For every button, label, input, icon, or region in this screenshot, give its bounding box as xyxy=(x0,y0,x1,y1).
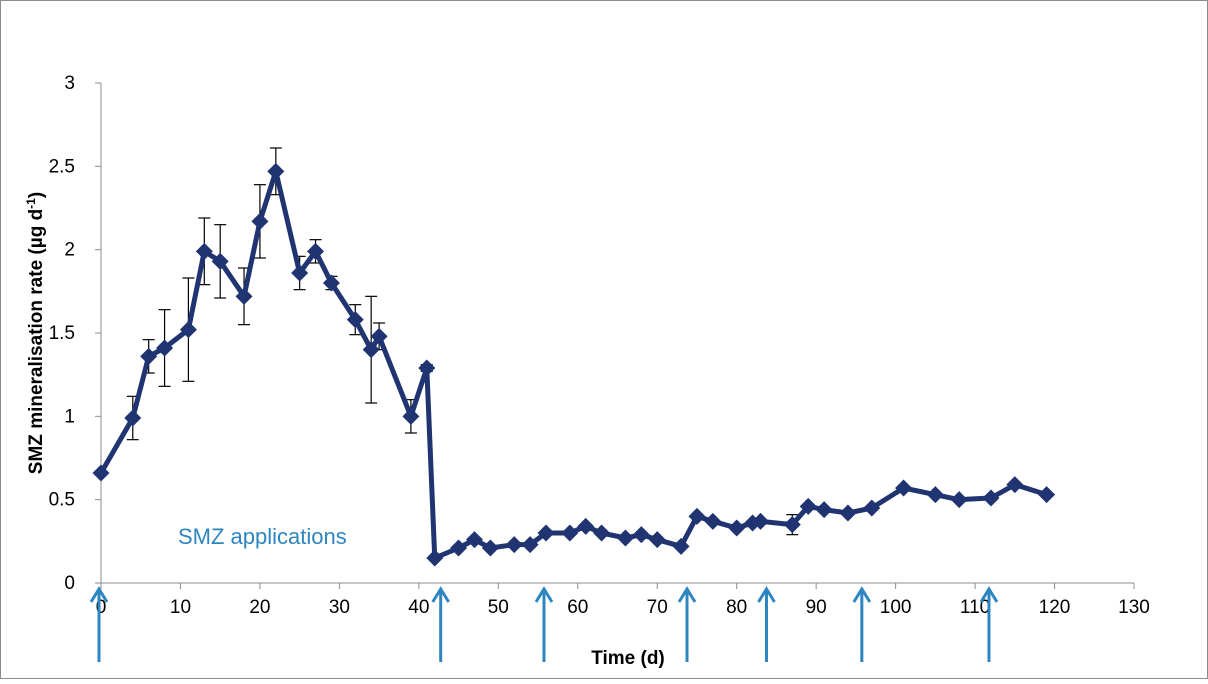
data-point xyxy=(688,507,706,525)
application-arrow-head xyxy=(677,586,697,603)
data-point xyxy=(426,549,444,567)
y-tick-label: 1 xyxy=(64,406,75,427)
data-point xyxy=(251,212,269,230)
data-point xyxy=(577,517,595,535)
data-point xyxy=(465,531,483,549)
x-tick-label: 10 xyxy=(170,597,191,618)
annotation-smz-applications: SMZ applications xyxy=(178,524,347,549)
data-point xyxy=(140,347,158,365)
y-axis-label-main: SMZ mineralisation rate (µg d xyxy=(26,209,47,474)
y-axis-label-close: ) xyxy=(26,192,47,198)
data-point xyxy=(291,264,309,282)
x-axis-label: Time (d) xyxy=(591,648,665,669)
y-tick-label: 0 xyxy=(64,573,75,594)
data-point xyxy=(402,407,420,425)
x-tick-label: 110 xyxy=(960,597,990,618)
data-point xyxy=(211,252,229,270)
y-tick-label: 0.5 xyxy=(49,490,75,511)
data-point xyxy=(616,529,634,547)
data-point xyxy=(815,501,833,519)
axes: 00.511.522.530 10 20 30 40 50 60 70 80 90 100 110 12… xyxy=(49,73,1150,618)
data-point xyxy=(950,491,968,509)
data-point xyxy=(982,489,1000,507)
data-point xyxy=(672,537,690,555)
application-arrow-head xyxy=(757,586,776,603)
x-tick-label: 30 xyxy=(329,597,350,618)
data-point xyxy=(179,321,197,339)
data-point xyxy=(195,242,213,260)
data-point xyxy=(926,486,944,504)
data-point xyxy=(346,311,364,329)
y-tick-label: 1.5 xyxy=(49,323,75,344)
application-arrow-head xyxy=(979,586,999,603)
data-point xyxy=(895,479,913,497)
x-tick-label: 40 xyxy=(408,597,429,618)
data-point xyxy=(267,162,285,180)
x-tick-label: 0 xyxy=(96,597,107,618)
data-point xyxy=(362,341,380,359)
data-point xyxy=(481,539,499,557)
data-point xyxy=(370,327,388,345)
y-tick-label: 3 xyxy=(64,73,75,94)
data-point xyxy=(1006,476,1024,494)
data-point xyxy=(863,499,881,517)
data-point xyxy=(704,512,722,530)
data-point xyxy=(648,531,666,549)
data-point xyxy=(92,464,110,482)
x-tick-label: 100 xyxy=(880,597,912,618)
data-point xyxy=(235,287,253,305)
x-tick-label: 20 xyxy=(249,597,270,618)
y-tick-label: 2 xyxy=(64,240,75,261)
application-arrow-head xyxy=(852,586,872,603)
data-point xyxy=(1038,486,1056,504)
data-point xyxy=(728,519,746,537)
data-point xyxy=(537,524,555,542)
data-point xyxy=(561,524,579,542)
application-arrow-head xyxy=(431,586,450,603)
data-point xyxy=(505,536,523,554)
y-axis-label-sup: -1 xyxy=(24,198,38,209)
x-tick-label: 70 xyxy=(647,597,668,618)
x-tick-label: 90 xyxy=(806,597,827,618)
x-tick-label: 120 xyxy=(1039,597,1071,618)
application-arrow-head xyxy=(534,586,554,603)
x-tick-label: 50 xyxy=(488,597,509,618)
x-tick-label: 130 xyxy=(1118,597,1150,618)
series-group xyxy=(92,162,1056,567)
application-arrow-head xyxy=(89,586,109,603)
data-point xyxy=(418,359,436,377)
data-point xyxy=(632,526,650,544)
data-point xyxy=(839,504,857,522)
application-arrows xyxy=(89,586,999,662)
x-tick-label: 60 xyxy=(567,597,588,618)
y-axis-label: SMZ mineralisation rate (µg d-1) xyxy=(24,192,47,474)
data-point xyxy=(307,242,325,260)
x-tick-label: 80 xyxy=(726,597,747,618)
data-point xyxy=(799,497,817,515)
data-point xyxy=(783,516,801,534)
data-point xyxy=(156,339,174,357)
data-point xyxy=(593,524,611,542)
data-point xyxy=(521,536,539,554)
data-point xyxy=(124,409,142,427)
data-point xyxy=(322,274,340,292)
data-point xyxy=(752,512,770,530)
data-point xyxy=(450,539,468,557)
y-tick-label: 2.5 xyxy=(49,156,75,177)
